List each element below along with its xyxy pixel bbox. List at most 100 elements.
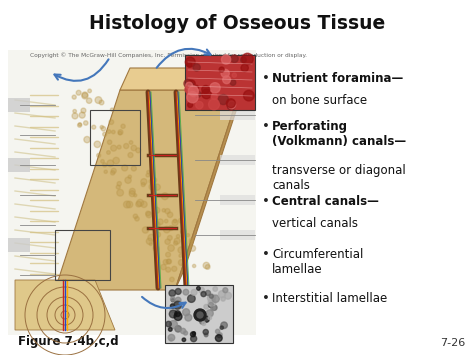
Circle shape xyxy=(113,157,119,164)
Bar xyxy=(220,195,255,205)
Circle shape xyxy=(186,82,192,89)
Circle shape xyxy=(208,316,211,320)
Text: 7-26: 7-26 xyxy=(440,338,465,348)
Circle shape xyxy=(110,171,115,175)
Circle shape xyxy=(117,181,121,186)
Circle shape xyxy=(193,64,201,71)
Circle shape xyxy=(209,302,213,307)
Circle shape xyxy=(190,239,193,242)
Circle shape xyxy=(182,338,186,342)
Circle shape xyxy=(135,217,139,221)
Circle shape xyxy=(211,307,215,311)
Circle shape xyxy=(92,125,96,129)
Circle shape xyxy=(172,266,177,272)
Circle shape xyxy=(166,321,171,327)
Circle shape xyxy=(165,239,170,245)
Text: •: • xyxy=(262,248,270,261)
Circle shape xyxy=(189,87,199,97)
Bar xyxy=(220,155,255,165)
Bar xyxy=(220,110,255,120)
Circle shape xyxy=(197,286,201,290)
Circle shape xyxy=(95,97,102,103)
Circle shape xyxy=(163,260,168,264)
Circle shape xyxy=(191,289,197,295)
Circle shape xyxy=(76,90,81,95)
Circle shape xyxy=(200,319,205,324)
Circle shape xyxy=(178,247,184,253)
Circle shape xyxy=(146,212,152,218)
Circle shape xyxy=(146,174,149,177)
Circle shape xyxy=(169,226,173,231)
Text: Copyright © The McGraw-Hill Companies, Inc. Permission required for reproduction: Copyright © The McGraw-Hill Companies, I… xyxy=(30,52,307,58)
Polygon shape xyxy=(175,68,250,290)
Circle shape xyxy=(171,299,174,302)
Circle shape xyxy=(182,269,185,273)
Circle shape xyxy=(194,309,206,321)
Text: •: • xyxy=(262,120,270,133)
Circle shape xyxy=(227,99,236,108)
Circle shape xyxy=(188,80,195,87)
Circle shape xyxy=(124,201,130,208)
Circle shape xyxy=(173,301,182,309)
Polygon shape xyxy=(15,280,115,330)
Circle shape xyxy=(134,194,137,197)
Text: Histology of Osseous Tissue: Histology of Osseous Tissue xyxy=(89,14,385,33)
Circle shape xyxy=(116,185,120,189)
Circle shape xyxy=(241,64,248,72)
Circle shape xyxy=(218,334,221,338)
Circle shape xyxy=(154,221,160,228)
Text: •: • xyxy=(262,195,270,208)
Circle shape xyxy=(232,73,237,77)
Circle shape xyxy=(221,55,231,64)
Circle shape xyxy=(211,305,217,310)
Circle shape xyxy=(162,209,165,212)
Text: Central canals—: Central canals— xyxy=(272,195,379,208)
Circle shape xyxy=(171,297,175,301)
Circle shape xyxy=(191,335,197,342)
Circle shape xyxy=(196,102,203,109)
Circle shape xyxy=(221,69,229,77)
Bar xyxy=(8,158,30,172)
Bar xyxy=(8,50,256,335)
Circle shape xyxy=(169,338,173,341)
Circle shape xyxy=(173,219,177,223)
Circle shape xyxy=(137,200,144,206)
Circle shape xyxy=(206,310,213,317)
Circle shape xyxy=(185,57,195,67)
Circle shape xyxy=(190,245,196,251)
Circle shape xyxy=(72,113,78,119)
Circle shape xyxy=(141,182,145,187)
Circle shape xyxy=(131,145,137,151)
Circle shape xyxy=(146,238,153,244)
Circle shape xyxy=(192,332,195,335)
Bar xyxy=(90,110,140,165)
Bar xyxy=(220,230,255,240)
Circle shape xyxy=(228,102,235,110)
Circle shape xyxy=(142,227,148,233)
Circle shape xyxy=(136,201,141,207)
Circle shape xyxy=(164,226,170,233)
Circle shape xyxy=(212,295,219,302)
Circle shape xyxy=(133,214,137,218)
Circle shape xyxy=(128,153,133,158)
Circle shape xyxy=(84,136,90,143)
Circle shape xyxy=(109,120,114,125)
Circle shape xyxy=(182,263,185,266)
Text: vertical canals: vertical canals xyxy=(272,217,358,230)
Circle shape xyxy=(122,165,128,171)
Circle shape xyxy=(170,277,174,282)
Circle shape xyxy=(191,332,195,337)
Circle shape xyxy=(129,141,133,144)
Circle shape xyxy=(181,231,184,234)
Circle shape xyxy=(188,83,194,89)
Circle shape xyxy=(161,264,166,270)
Circle shape xyxy=(100,159,104,163)
Circle shape xyxy=(175,326,182,332)
Circle shape xyxy=(124,143,129,149)
Circle shape xyxy=(141,201,147,208)
Circle shape xyxy=(202,86,210,93)
Circle shape xyxy=(204,333,208,337)
Circle shape xyxy=(208,299,216,306)
Circle shape xyxy=(175,303,180,307)
Circle shape xyxy=(185,314,192,321)
